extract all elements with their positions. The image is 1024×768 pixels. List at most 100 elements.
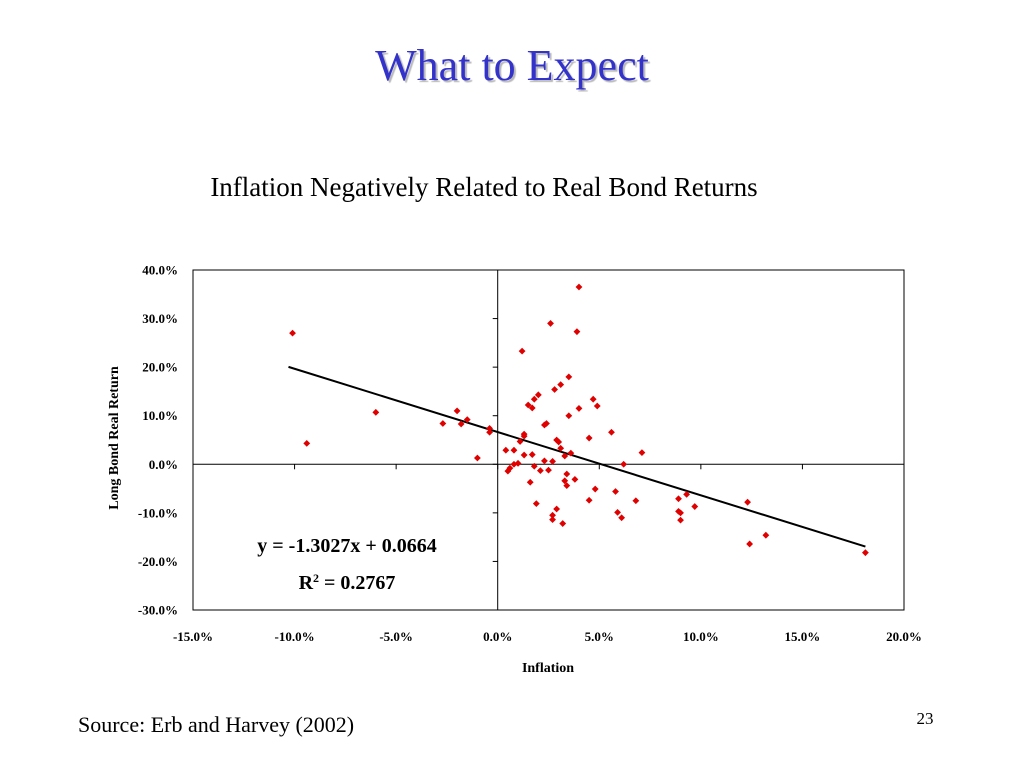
r-squared-exponent: 2: [313, 571, 319, 585]
data-point: [453, 407, 461, 415]
data-point: [614, 508, 621, 516]
y-axis-title: Long Bond Real Return: [107, 366, 122, 510]
data-point: [528, 404, 536, 412]
r-squared-symbol: R: [299, 572, 314, 594]
data-point: [549, 457, 556, 465]
data-point: [439, 420, 447, 427]
data-point: [534, 391, 542, 399]
source-note: Source: Erb and Harvey (2002): [78, 712, 355, 737]
data-point: [457, 420, 465, 428]
data-point: [543, 420, 550, 427]
data-point: [524, 401, 532, 409]
y-tick-label: 20.0%: [142, 360, 178, 375]
data-point: [683, 491, 691, 498]
page-number: 23: [916, 709, 934, 728]
data-point: [526, 478, 534, 486]
data-point: [486, 428, 493, 436]
r-squared-value: = 0.2767: [319, 572, 395, 594]
y-tick-label: 40.0%: [142, 263, 178, 278]
data-point: [506, 464, 514, 472]
x-tick-label: -10.0%: [275, 629, 315, 644]
x-tick-label: 20.0%: [886, 629, 922, 644]
data-point: [518, 347, 526, 355]
data-point: [563, 482, 571, 490]
data-point: [549, 516, 556, 524]
data-point: [585, 496, 593, 504]
axis-tick-labels: -15.0% -10.0% -5.0% 0.0% 5.0% 10.0% 15.0% 20.0%…: [138, 263, 922, 645]
x-axis-title: Inflation: [522, 661, 574, 676]
data-point: [551, 386, 558, 393]
data-point: [563, 470, 571, 478]
data-point: [530, 462, 538, 470]
data-points: [289, 283, 869, 557]
trendline: [288, 365, 866, 548]
x-tick-label: -5.0%: [379, 629, 413, 644]
y-tick-label: 30.0%: [142, 311, 178, 326]
x-tick-label: 15.0%: [785, 629, 821, 644]
data-point: [632, 497, 640, 505]
data-point: [567, 449, 575, 457]
data-point: [612, 488, 619, 495]
data-point: [549, 511, 556, 519]
x-tick-label: 10.0%: [683, 629, 719, 644]
data-point: [677, 516, 684, 524]
data-point: [557, 444, 565, 452]
data-point: [585, 434, 593, 442]
x-tick-label: -15.0%: [173, 629, 213, 644]
data-point: [561, 477, 569, 485]
data-point: [486, 424, 493, 432]
data-point: [514, 459, 522, 467]
data-point: [372, 408, 380, 416]
data-point: [520, 451, 528, 459]
data-point: [862, 549, 869, 557]
data-point: [559, 520, 567, 527]
data-point: [553, 505, 561, 513]
data-point: [536, 467, 544, 474]
data-point: [545, 466, 552, 474]
data-point: [762, 531, 770, 539]
y-tick-label: 0.0%: [149, 457, 178, 472]
data-point: [746, 540, 754, 548]
data-point: [547, 320, 554, 327]
data-point: [520, 432, 528, 440]
data-point: [691, 503, 699, 510]
data-point: [573, 328, 581, 336]
data-point: [555, 438, 563, 446]
data-point: [516, 438, 524, 445]
data-point: [541, 457, 548, 465]
data-point: [571, 475, 579, 483]
data-point: [565, 373, 573, 381]
y-tick-label: -20.0%: [138, 554, 178, 569]
data-point: [608, 428, 615, 436]
data-point: [620, 460, 628, 468]
chart-title: Inflation Negatively Related to Real Bon…: [210, 172, 758, 202]
data-point: [638, 449, 646, 457]
x-tick-label: 0.0%: [483, 629, 512, 644]
r-squared-label: R2 = 0.2767: [299, 571, 396, 594]
data-point: [589, 395, 597, 403]
axis-ticks: [192, 269, 905, 611]
data-point: [575, 405, 583, 412]
slide-title: What to Expect: [375, 41, 649, 90]
data-point: [675, 495, 682, 503]
data-point: [289, 329, 296, 337]
plot-area: [192, 269, 905, 611]
x-tick-label: 5.0%: [585, 629, 614, 644]
y-tick-label: -10.0%: [138, 505, 178, 520]
data-point: [677, 509, 684, 517]
data-point: [530, 395, 538, 403]
data-point: [532, 500, 540, 508]
data-point: [591, 485, 599, 493]
data-point: [565, 412, 573, 420]
data-point: [510, 460, 518, 468]
data-point: [557, 381, 565, 389]
data-point: [502, 446, 510, 454]
data-point: [528, 451, 536, 458]
data-point: [561, 452, 569, 460]
data-point: [463, 416, 471, 423]
data-point: [474, 454, 481, 462]
data-point: [618, 514, 626, 522]
y-tick-label: -30.0%: [138, 603, 178, 618]
trendline-equation: y = -1.3027x + 0.0664: [257, 535, 436, 557]
